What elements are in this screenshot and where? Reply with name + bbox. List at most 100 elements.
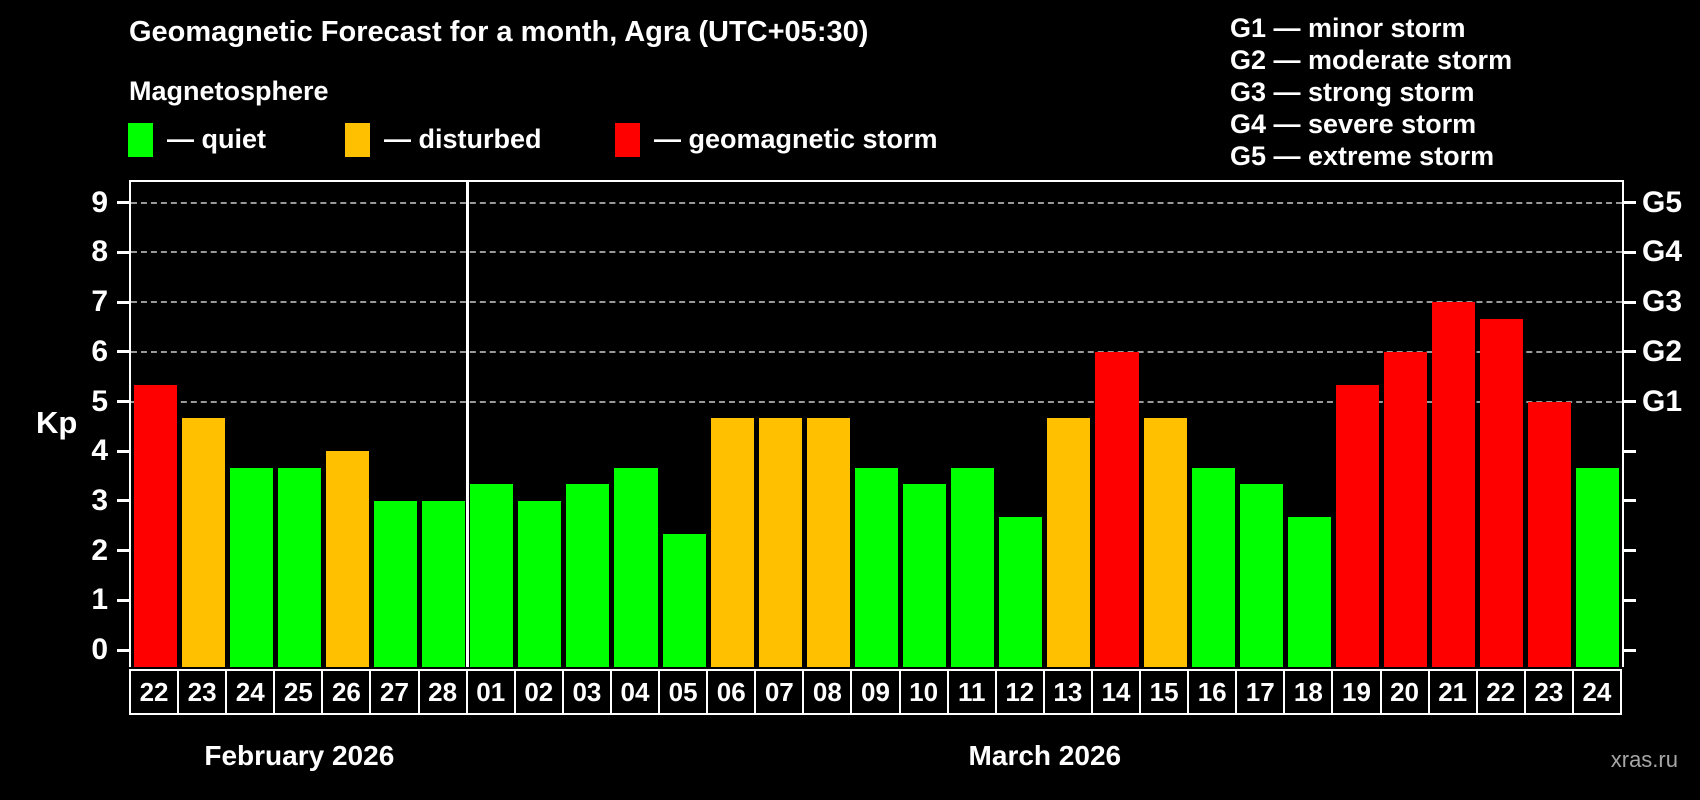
y-tick-right-3 <box>1624 499 1636 503</box>
y-tick-right-1 <box>1624 598 1636 602</box>
bar-march-07 <box>758 417 802 667</box>
legend-label-quiet: — quiet <box>167 124 266 154</box>
y-tick-left-1 <box>117 598 129 602</box>
g-legend-line-g5: G5 — extreme storm <box>1230 141 1495 171</box>
bar-march-17 <box>1239 484 1283 667</box>
bar-february-24 <box>229 467 273 667</box>
page-title: Geomagnetic Forecast for a month, Agra (… <box>129 16 869 48</box>
bar-march-24 <box>1576 467 1620 667</box>
day-label-march-09: 09 <box>850 669 901 715</box>
disturbed-color-swatch <box>345 122 370 157</box>
watermark: xras.ru <box>1610 747 1678 772</box>
month-label-march: March 2026 <box>968 740 1122 771</box>
bar-march-03 <box>566 484 610 667</box>
y-axis-label-5: 5 <box>91 384 108 418</box>
y-tick-right-6 <box>1624 350 1636 354</box>
y-axis-label-3: 3 <box>91 483 108 517</box>
day-label-march-21: 21 <box>1427 669 1478 715</box>
bar-february-26 <box>325 451 369 667</box>
y-tick-left-6 <box>117 350 129 354</box>
y-axis-label-7: 7 <box>91 285 108 319</box>
g-legend-line-g3: G3 — strong storm <box>1230 77 1475 107</box>
day-label-march-23: 23 <box>1523 669 1574 715</box>
g-legend-line-g4: G4 — severe storm <box>1230 109 1477 139</box>
bar-march-01 <box>470 484 514 667</box>
month-divider <box>466 182 470 667</box>
day-label-march-24: 24 <box>1571 669 1622 715</box>
magnetosphere-label: Magnetosphere <box>129 76 329 106</box>
right-axis-label-g2: G2 <box>1642 334 1683 368</box>
bar-march-21 <box>1432 302 1476 667</box>
bar-march-06 <box>710 417 754 667</box>
day-label-february-26: 26 <box>321 669 372 715</box>
day-label-march-17: 17 <box>1235 669 1286 715</box>
day-label-march-01: 01 <box>465 669 516 715</box>
right-axis-label-g5: G5 <box>1642 185 1683 219</box>
legend-item-quiet: — quiet <box>128 121 266 158</box>
day-label-march-13: 13 <box>1042 669 1093 715</box>
bar-march-02 <box>518 500 562 667</box>
right-axis-label-g4: G4 <box>1642 235 1683 269</box>
y-tick-left-3 <box>117 499 129 503</box>
day-label-march-07: 07 <box>754 669 805 715</box>
y-axis-label-6: 6 <box>91 334 108 368</box>
bar-february-22 <box>133 385 177 667</box>
day-label-february-27: 27 <box>369 669 420 715</box>
y-tick-left-4 <box>117 449 129 453</box>
bar-february-23 <box>181 417 225 667</box>
day-label-march-06: 06 <box>706 669 757 715</box>
legend-label-disturbed: — disturbed <box>384 124 542 154</box>
day-label-march-16: 16 <box>1187 669 1238 715</box>
day-label-march-03: 03 <box>561 669 612 715</box>
bar-march-14 <box>1095 351 1139 667</box>
legend-item-disturbed: — disturbed <box>345 121 542 158</box>
bar-march-11 <box>951 467 995 667</box>
g-legend-line-g2: G2 — moderate storm <box>1230 45 1513 75</box>
y-axis-title: Kp <box>36 405 78 441</box>
bar-march-12 <box>999 517 1043 667</box>
bar-march-13 <box>1047 417 1091 667</box>
quiet-color-swatch <box>128 122 153 157</box>
legend-label-storm: — geomagnetic storm <box>654 124 938 154</box>
y-tick-right-8 <box>1624 250 1636 254</box>
gridline-kp5 <box>131 400 1622 403</box>
day-label-march-12: 12 <box>994 669 1045 715</box>
y-axis-label-2: 2 <box>91 533 108 567</box>
y-tick-left-9 <box>117 201 129 205</box>
bar-march-09 <box>854 467 899 667</box>
y-axis-label-0: 0 <box>91 633 108 666</box>
bar-march-20 <box>1384 351 1428 667</box>
bar-february-28 <box>422 500 466 667</box>
bar-march-10 <box>903 484 947 667</box>
month-label-february: February 2026 <box>204 740 395 771</box>
gridline-kp9 <box>131 201 1622 204</box>
y-axis-label-9: 9 <box>91 185 108 219</box>
y-axis-label-8: 8 <box>91 235 108 269</box>
right-axis-label-g3: G3 <box>1642 285 1683 319</box>
day-label-february-28: 28 <box>417 669 468 715</box>
bar-march-23 <box>1528 401 1572 667</box>
storm-scale-legend: G1 — minor storm G2 — moderate storm G3 … <box>1230 12 1512 172</box>
bar-march-05 <box>662 534 706 667</box>
day-label-march-04: 04 <box>609 669 661 715</box>
right-axis-label-g1: G1 <box>1642 384 1683 418</box>
bar-march-04 <box>614 467 658 667</box>
y-tick-right-4 <box>1624 449 1636 453</box>
bar-february-27 <box>373 500 418 667</box>
plot-area <box>129 180 1624 667</box>
day-label-february-22: 22 <box>129 669 180 715</box>
day-label-march-18: 18 <box>1283 669 1334 715</box>
y-axis-label-1: 1 <box>91 583 108 617</box>
bar-march-22 <box>1480 318 1524 667</box>
day-label-march-19: 19 <box>1331 669 1382 715</box>
day-label-march-15: 15 <box>1139 669 1190 715</box>
y-tick-right-7 <box>1624 300 1636 304</box>
bar-march-15 <box>1143 417 1187 667</box>
bar-march-08 <box>806 417 850 667</box>
day-label-march-05: 05 <box>658 669 709 715</box>
bar-march-16 <box>1191 467 1235 667</box>
day-label-march-20: 20 <box>1379 669 1430 715</box>
day-label-march-14: 14 <box>1090 669 1142 715</box>
